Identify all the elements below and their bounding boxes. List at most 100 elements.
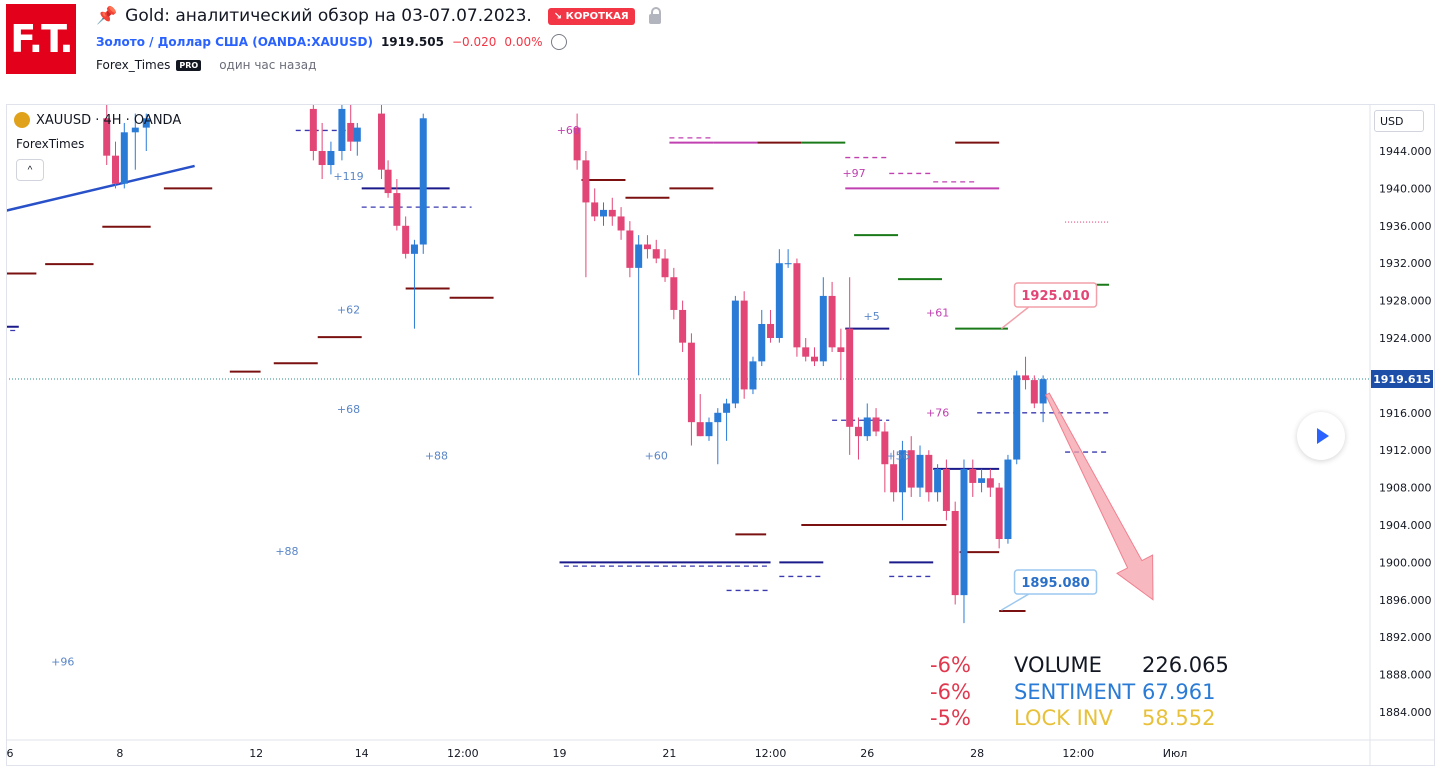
short-forecast-arrow (1045, 392, 1154, 601)
candle-body (120, 132, 128, 184)
candle-body (705, 422, 713, 437)
candle-body (103, 118, 111, 156)
candle-body (819, 295, 827, 362)
candle-body (670, 277, 678, 310)
time-tick-label: 12:00 (447, 747, 479, 760)
candle-body (419, 118, 427, 245)
last-price: 1919.505 (380, 35, 444, 49)
time-tick-label: 6 (7, 747, 14, 760)
candle-body (784, 263, 792, 265)
pin-icon: 📌 (96, 6, 118, 25)
candle-body (986, 478, 994, 488)
candle-body (890, 464, 898, 493)
candle-body (327, 151, 335, 166)
candle-body (907, 450, 915, 488)
level-value-label: +119 (333, 170, 363, 183)
candle-body (767, 323, 775, 338)
candle-body (377, 113, 385, 170)
candle-body (934, 468, 942, 493)
candle-body (916, 454, 924, 488)
level-value-label: +5 (864, 310, 880, 323)
legend-symbol: XAUUSD · 4H · OANDA (36, 112, 182, 128)
trendline (7, 164, 195, 212)
lock-icon (648, 7, 661, 24)
candle-body (793, 263, 801, 348)
symbol-name: Золото / Доллар США (96, 35, 249, 49)
price-change-pct: 0.00% (504, 35, 543, 49)
stat-value: 67.961 (1142, 679, 1216, 704)
candle-body (828, 295, 836, 348)
time-tick-label: 28 (970, 747, 984, 760)
price-tick-label: 1884.000 (1379, 706, 1432, 719)
candle-body (131, 127, 139, 133)
symbol-link[interactable]: Золото / Доллар США (OANDA:XAUUSD) (96, 35, 373, 49)
collapse-legend-button[interactable]: ^ (16, 159, 44, 181)
level-value-label: +96 (51, 655, 74, 668)
candle-body (338, 108, 346, 151)
price-tick-label: 1916.000 (1379, 407, 1432, 420)
chart-legend: XAUUSD · 4H · OANDA (14, 112, 181, 128)
candle-body (846, 328, 854, 427)
candle-body (608, 209, 616, 217)
candle-body (1004, 459, 1012, 540)
time-tick-label: 26 (860, 747, 874, 760)
price-tick-label: 1892.000 (1379, 631, 1432, 644)
candle-body (582, 160, 590, 203)
price-tick-label: 1944.000 (1379, 145, 1432, 158)
candle-body (802, 347, 810, 357)
stat-value: 226.065 (1142, 653, 1229, 677)
candle-body (775, 263, 783, 338)
candle-body (410, 244, 418, 254)
candle-body (951, 510, 959, 596)
candle-body (881, 431, 889, 465)
stat-pct: -6% (930, 679, 971, 704)
level-value-label: +62 (337, 304, 360, 317)
author-name[interactable]: Forex_Times (96, 58, 171, 72)
candle-body (384, 169, 392, 194)
stat-row-volume: -6% VOLUME 226.065 (930, 652, 1229, 679)
price-tick-label: 1908.000 (1379, 482, 1432, 495)
candle-body (1030, 380, 1038, 404)
price-tick-label: 1896.000 (1379, 594, 1432, 607)
stat-value: 58.552 (1142, 706, 1216, 730)
brand-logo[interactable]: F.T. (6, 4, 76, 74)
candle-body (599, 209, 607, 217)
play-button[interactable] (1297, 412, 1345, 460)
candle-body (758, 323, 766, 362)
price-tick-label: 1900.000 (1379, 556, 1432, 569)
candle-body (811, 356, 819, 362)
candle-body (837, 347, 845, 353)
candle-body (740, 300, 748, 390)
candle-body (942, 468, 950, 511)
candle-body (643, 244, 651, 250)
upper-target-label-box (1013, 282, 1098, 308)
candle-body (142, 118, 150, 128)
candle-body (112, 155, 120, 184)
pro-badge: PRO (176, 59, 202, 71)
time-tick-label: 21 (662, 747, 676, 760)
stat-pct: -5% (930, 706, 971, 730)
level-value-label: +76 (926, 407, 949, 420)
candle-body (960, 468, 968, 596)
level-value-label: +61 (926, 306, 949, 319)
author-row: Forex_Times PRO один час назад (96, 58, 316, 72)
candle-body (573, 127, 581, 161)
candle-body (749, 361, 757, 390)
candle-body (696, 422, 704, 437)
stats-panel: -6% VOLUME 226.065 -6% SENTIMENT 67.961 … (930, 652, 1229, 732)
candle-body (872, 417, 880, 432)
price-tick-label: 1924.000 (1379, 332, 1432, 345)
price-tick-label: 1928.000 (1379, 295, 1432, 308)
candle-body (635, 244, 643, 268)
candle-body (731, 300, 739, 404)
lower-target-label: 1895.080 (1021, 576, 1089, 591)
upper-target-label: 1925.010 (1021, 289, 1089, 304)
alarm-clock-icon[interactable] (550, 34, 567, 50)
currency-selector[interactable]: USD (1374, 110, 1424, 132)
time-tick-label: 12:00 (1062, 747, 1094, 760)
time-tick-label: 12:00 (755, 747, 787, 760)
level-value-label: +68 (337, 403, 360, 416)
candle-body (353, 127, 361, 142)
price-change: −0.020 (451, 35, 497, 49)
